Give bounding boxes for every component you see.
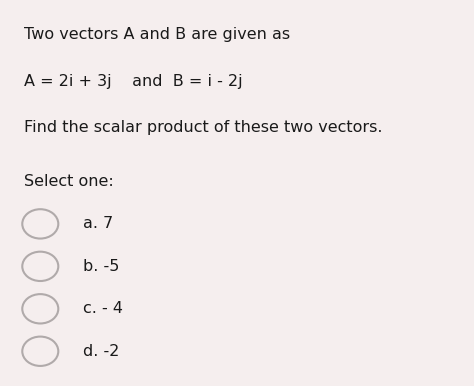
Text: Find the scalar product of these two vectors.: Find the scalar product of these two vec…	[24, 120, 382, 135]
Text: a. 7: a. 7	[83, 217, 113, 231]
Text: d. -2: d. -2	[83, 344, 119, 359]
Text: A = 2i + 3j    and  B = i - 2j: A = 2i + 3j and B = i - 2j	[24, 74, 242, 88]
Text: Select one:: Select one:	[24, 174, 113, 189]
Text: b. -5: b. -5	[83, 259, 119, 274]
Text: c. - 4: c. - 4	[83, 301, 123, 316]
Text: Two vectors A and B are given as: Two vectors A and B are given as	[24, 27, 290, 42]
